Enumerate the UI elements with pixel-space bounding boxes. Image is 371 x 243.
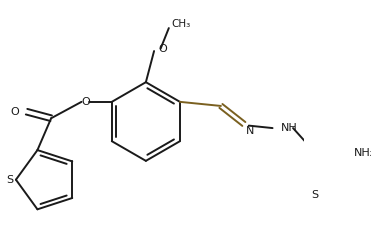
Text: O: O [81,97,90,107]
Text: O: O [158,43,167,53]
Text: S: S [6,175,13,185]
Text: NH: NH [281,123,298,133]
Text: O: O [10,107,19,117]
Text: N: N [246,126,255,136]
Text: S: S [312,190,319,200]
Text: NH₂: NH₂ [354,148,371,158]
Text: CH₃: CH₃ [171,19,191,29]
